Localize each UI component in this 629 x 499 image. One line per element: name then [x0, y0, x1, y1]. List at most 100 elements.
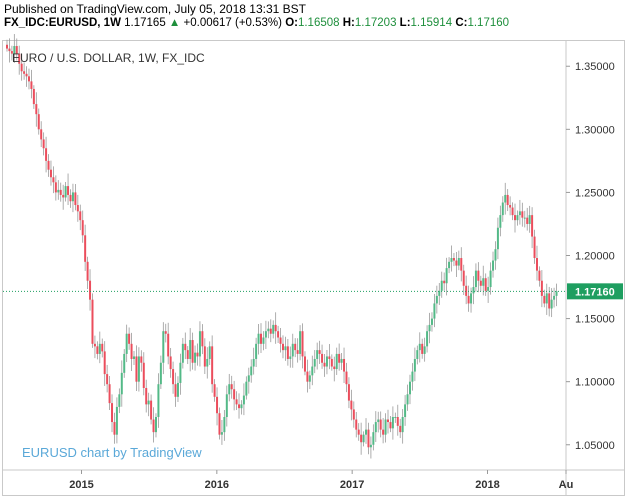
candle-body	[391, 417, 394, 429]
candle-body	[69, 194, 72, 202]
candle-body	[101, 343, 104, 352]
candle-body	[135, 356, 138, 382]
candle-body	[345, 371, 348, 385]
candle-body	[189, 340, 192, 359]
candle-body	[267, 328, 270, 332]
candle-body	[10, 51, 13, 54]
candle-body	[64, 186, 67, 198]
candle-body	[528, 215, 531, 224]
candle-body	[460, 258, 463, 271]
candle-body	[247, 375, 250, 382]
candle-body	[130, 343, 133, 359]
candle-body	[321, 353, 324, 363]
candle-body	[372, 432, 375, 445]
candle-body	[93, 343, 96, 347]
watermark-link[interactable]: EURUSD chart by TradingView	[22, 445, 202, 460]
candle-body	[499, 215, 502, 228]
candle-body	[382, 429, 385, 435]
candle-body	[262, 337, 265, 344]
candle-body	[501, 202, 504, 216]
candle-body	[133, 356, 136, 359]
y-tick-label: 1.05000	[575, 440, 615, 452]
candle-body	[176, 382, 179, 397]
open-value: 1.16508	[297, 17, 340, 29]
candle-body	[387, 419, 390, 423]
candle-body	[369, 444, 372, 448]
candle-body	[245, 381, 248, 396]
candle-body	[120, 372, 123, 395]
candle-body	[286, 346, 289, 359]
y-tick-label: 1.30000	[575, 124, 615, 136]
candle-body	[220, 432, 223, 435]
candle-body	[184, 343, 187, 351]
x-tick-label: Au	[559, 479, 574, 491]
candle-body	[91, 299, 94, 344]
candle-body	[448, 261, 451, 269]
candle-body	[223, 417, 226, 433]
candle-body	[125, 333, 128, 354]
y-tick-label: 1.35000	[575, 61, 615, 73]
candle-body	[553, 295, 556, 300]
candle-body	[347, 384, 350, 401]
candle-body	[23, 71, 26, 74]
candle-body	[418, 343, 421, 351]
candle-body	[433, 303, 436, 319]
candle-body	[360, 434, 363, 443]
candle-body	[550, 299, 553, 309]
candle-body	[413, 358, 416, 372]
high-label: H:	[342, 17, 355, 29]
candle-body	[213, 384, 216, 397]
candle-body	[289, 356, 292, 359]
chart-title: EURO / U.S. DOLLAR, 1W, FX_IDC	[12, 51, 205, 65]
candle-body	[218, 413, 221, 435]
candle-body	[142, 362, 145, 388]
candle-body	[216, 396, 219, 414]
y-tick-label: 1.10000	[575, 377, 615, 389]
candle-body	[340, 358, 343, 363]
candle-body	[365, 429, 368, 435]
candle-body	[299, 331, 302, 354]
candle-body	[540, 280, 543, 296]
candle-body	[284, 346, 287, 351]
candle-body	[169, 356, 172, 370]
candle-body	[518, 211, 521, 216]
candle-body	[225, 394, 228, 418]
candle-body	[545, 293, 548, 304]
candle-body	[281, 343, 284, 351]
candle-body	[49, 169, 52, 178]
candle-body	[42, 139, 45, 149]
published-caption: Published on TradingView.com, July 05, 2…	[4, 2, 306, 16]
candle-body	[274, 324, 277, 332]
candle-body	[27, 76, 30, 82]
candle-body	[272, 324, 275, 334]
low-value: 1.15914	[410, 17, 453, 29]
candle-body	[440, 280, 443, 291]
ohlc-header: FX_IDC:EURUSD, 1W 1.17165 ▲ +0.00617 (+0…	[4, 17, 509, 29]
candle-body	[543, 295, 546, 304]
candle-body	[98, 343, 101, 354]
candle-body	[277, 331, 280, 338]
candle-body	[103, 351, 106, 375]
last-price: 1.17165	[124, 17, 166, 29]
candle-body	[430, 318, 433, 325]
candle-body	[108, 384, 111, 404]
candle-body	[426, 331, 429, 347]
candle-body	[255, 343, 258, 359]
candle-body	[181, 343, 184, 363]
candle-body	[201, 331, 204, 347]
candle-body	[416, 350, 419, 359]
candle-body	[423, 346, 426, 354]
candle-body	[457, 258, 460, 266]
candle-body	[496, 227, 499, 250]
candle-body	[291, 343, 294, 357]
candle-body	[462, 270, 465, 286]
candle-body	[362, 434, 365, 443]
price-change: +0.00617 (+0.53%)	[183, 17, 282, 29]
candle-body	[159, 362, 162, 385]
candle-body	[379, 419, 382, 430]
candle-body	[157, 384, 160, 418]
low-label: L:	[399, 17, 411, 29]
candle-body	[250, 366, 253, 376]
candle-body	[6, 44, 8, 49]
